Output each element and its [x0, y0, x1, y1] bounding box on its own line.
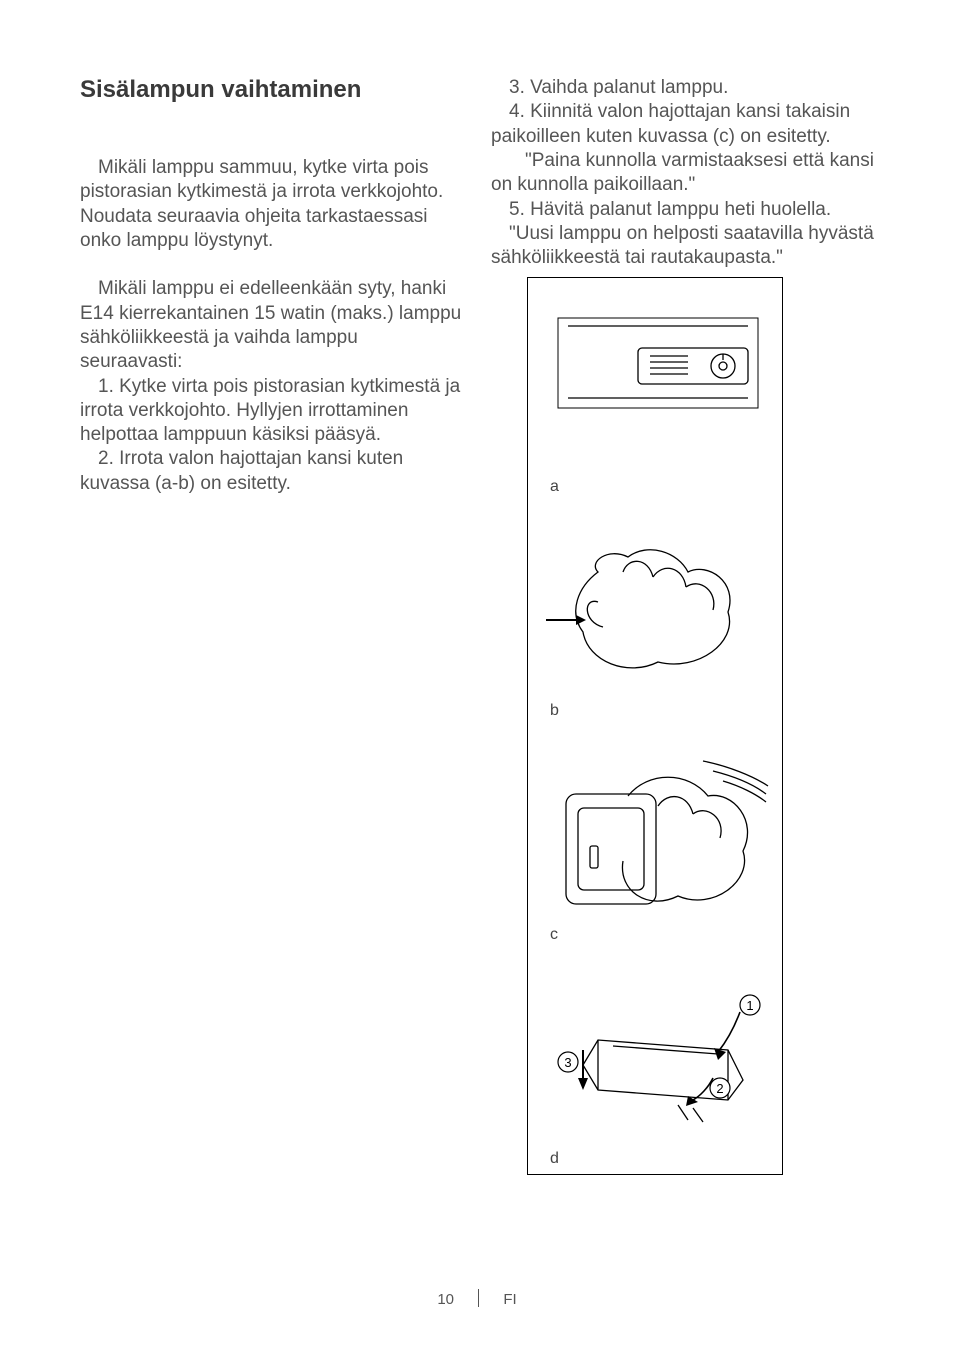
figure-panel-b: b — [528, 502, 782, 726]
text: Mikäli lamppu sammuu, kytke virta pois p… — [80, 157, 443, 251]
step-1: 1. Kytke virta pois pistorasian kytkimes… — [80, 375, 463, 448]
panel-d-illustration: 1 2 3 — [528, 950, 784, 1174]
panel-label-a: a — [550, 478, 559, 496]
text: Mikäli lamppu ei edelleenkään syty, hank… — [80, 278, 461, 372]
text: 2. Irrota valon hajottajan kansi kuten k… — [80, 448, 403, 493]
page-number: 10 — [437, 1291, 454, 1308]
figure-panel-d: 1 2 3 d — [528, 950, 782, 1174]
footer-separator — [478, 1289, 479, 1307]
text: 3. Vaihda palanut lamppu. — [509, 77, 728, 98]
language-code: FI — [503, 1291, 516, 1308]
panel-label-c: c — [550, 926, 558, 944]
step-2: 2. Irrota valon hajottajan kansi kuten k… — [80, 447, 463, 496]
section-heading: Sisälampun vaihtaminen — [80, 76, 463, 104]
text: 1. Kytke virta pois pistorasian kytkimes… — [80, 376, 460, 446]
figure-panel-a: a — [528, 278, 782, 502]
instruction-figure: a — [527, 277, 783, 1175]
circled-3: 3 — [564, 1055, 571, 1070]
panel-c-illustration — [528, 726, 784, 950]
panel-label-b: b — [550, 702, 559, 720]
quote-2: "Uusi lamppu on helposti saatavilla hyvä… — [491, 222, 874, 271]
step-5: 5. Hävitä palanut lamppu heti huolella. — [491, 198, 874, 222]
paragraph-condition: Mikäli lamppu ei edelleenkään syty, hank… — [80, 277, 463, 374]
right-column: 3. Vaihda palanut lamppu. 4. Kiinnitä va… — [491, 76, 874, 1175]
text: 5. Hävitä palanut lamppu heti huolella. — [509, 199, 831, 220]
circled-2: 2 — [716, 1081, 723, 1096]
text: 4. Kiinnitä valon hajottajan kansi takai… — [491, 101, 850, 146]
text: "Uusi lamppu on helposti saatavilla hyvä… — [491, 223, 874, 268]
step-3: 3. Vaihda palanut lamppu. — [491, 76, 874, 100]
text: "Paina kunnolla varmistaaksesi että kans… — [491, 150, 874, 195]
step-4: 4. Kiinnitä valon hajottajan kansi takai… — [491, 100, 874, 149]
left-column: Sisälampun vaihtaminen Mikäli lamppu sam… — [80, 76, 463, 1175]
figure-panel-c: c — [528, 726, 782, 950]
paragraph-intro: Mikäli lamppu sammuu, kytke virta pois p… — [80, 156, 463, 253]
panel-b-illustration — [528, 502, 784, 726]
quote-1: "Paina kunnolla varmistaaksesi että kans… — [491, 149, 874, 198]
page-footer: 10 FI — [0, 1289, 954, 1308]
panel-label-d: d — [550, 1150, 559, 1168]
panel-a-illustration — [528, 278, 784, 502]
circled-1: 1 — [746, 998, 753, 1013]
